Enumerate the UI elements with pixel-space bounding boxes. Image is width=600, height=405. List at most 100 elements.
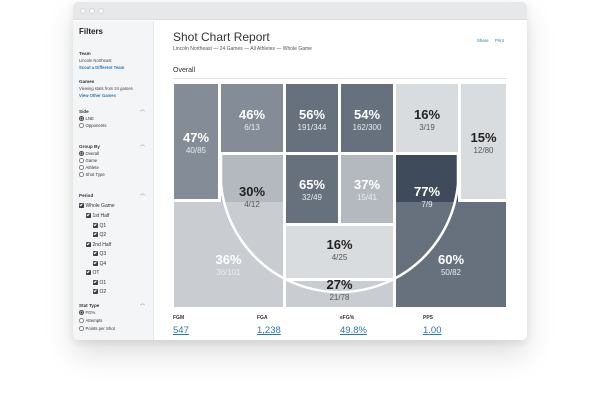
checkbox-checked-icon xyxy=(86,242,91,247)
side-label: Side xyxy=(79,109,89,114)
zone-label-left-corner-three: 36% 36/101 xyxy=(215,252,242,277)
stat-value-link[interactable]: 1,238 xyxy=(257,325,281,336)
stat-label: eFG% xyxy=(340,315,355,321)
zone-restricted-area xyxy=(286,226,393,278)
zone-label-right-elbow-long: 16% 3/19 xyxy=(413,107,441,132)
checkbox-checked-icon xyxy=(79,203,84,208)
period-q1[interactable]: Q1 xyxy=(93,223,106,229)
checkbox-checked-icon xyxy=(93,251,98,256)
stat-value-link[interactable]: 49.8% xyxy=(340,325,367,336)
games-label: Games xyxy=(79,79,95,84)
period-q2[interactable]: Q2 xyxy=(93,232,106,238)
stat-type-label: Stat Type xyxy=(79,303,100,308)
filters-sidebar: Filters Team Lincoln Northeast Scout a D… xyxy=(73,21,154,340)
zone-label-left-mid: 30% 4/12 xyxy=(238,184,266,209)
stat-type-collapse-chevron-icon[interactable]: ︿ xyxy=(139,301,145,307)
radio-icon xyxy=(79,326,84,331)
period-o1[interactable]: O1 xyxy=(93,280,106,286)
zone-label-left-wing-three: 47% 40/85 xyxy=(182,130,210,155)
share-link[interactable]: Share xyxy=(477,38,489,43)
shot-chart: 47% 40/85 46% 6/13 56% 191/344 54% 162/3… xyxy=(174,84,506,307)
zone-label-paint-right: 37% 15/41 xyxy=(353,177,381,202)
radio-selected-icon xyxy=(79,151,84,156)
stat-fgm: FGM 547 xyxy=(173,315,189,336)
group-by-option-game[interactable]: Game xyxy=(79,158,97,164)
report-subtitle: Lincoln Northeast — 24 Games — All Athle… xyxy=(173,46,312,52)
stat-label: FGM xyxy=(173,315,185,321)
zone-top-right-center xyxy=(341,84,393,152)
radio-icon xyxy=(79,123,84,128)
zone-label-restricted-area: 16% 4/25 xyxy=(326,237,353,262)
group-by-label: Group By xyxy=(79,144,100,149)
checkbox-checked-icon xyxy=(93,280,98,285)
zone-paint-left xyxy=(286,155,338,223)
radio-selected-icon xyxy=(79,310,84,315)
window-titlebar xyxy=(73,2,527,20)
period-2nd-half[interactable]: 2nd Half xyxy=(86,242,111,248)
stat-type-option-fg-pct[interactable]: FG% xyxy=(79,310,95,316)
stat-type-option-points-per-shot[interactable]: Points per Shot xyxy=(79,326,115,332)
zone-label-right-wing-three: 15% 12/80 xyxy=(470,130,497,155)
period-1st-half[interactable]: 1st Half xyxy=(86,213,109,219)
zone-paint-right xyxy=(341,155,393,223)
stat-efg: eFG% 49.8% xyxy=(340,315,367,336)
period-q3[interactable]: Q3 xyxy=(93,251,106,257)
zone-right-corner-three xyxy=(396,202,506,307)
period-q4[interactable]: Q4 xyxy=(93,261,106,267)
period-collapse-chevron-icon[interactable]: ︿ xyxy=(139,191,145,197)
group-by-option-overall[interactable]: Overall xyxy=(79,151,99,157)
team-label: Team xyxy=(79,51,91,56)
print-link[interactable]: Print xyxy=(495,38,504,43)
side-option-opponents[interactable]: Opponents xyxy=(79,123,107,129)
three-point-arc xyxy=(219,152,460,294)
period-label: Period xyxy=(79,193,94,198)
window-minimize-dot[interactable] xyxy=(89,8,95,14)
radio-icon xyxy=(79,165,84,170)
period-whole-game[interactable]: Whole Game xyxy=(79,203,115,209)
radio-icon xyxy=(79,172,84,177)
zone-label-bottom-center: 27% 21/78 xyxy=(326,277,353,302)
filters-heading: Filters xyxy=(79,27,104,36)
scout-team-link[interactable]: Scout a Different Team xyxy=(79,65,125,70)
checkbox-checked-icon xyxy=(93,289,98,294)
report-main: Shot Chart Report Lincoln Northeast — 24… xyxy=(155,21,527,340)
side-option-lne[interactable]: LNE xyxy=(79,116,94,122)
zone-label-paint-left: 65% 32/49 xyxy=(298,177,326,202)
group-by-option-shot-type[interactable]: Shot Type xyxy=(79,172,105,178)
stat-fga: FGA 1,238 xyxy=(257,315,281,336)
zone-left-wing-three xyxy=(174,84,218,199)
window-close-dot[interactable] xyxy=(80,8,86,14)
zone-label-right-corner-three: 60% 50/82 xyxy=(437,252,465,277)
stat-value-link[interactable]: 547 xyxy=(173,325,189,336)
zone-left-elbow-long xyxy=(221,84,283,152)
zone-right-elbow-long xyxy=(396,84,458,152)
checkbox-checked-icon xyxy=(93,232,98,237)
shot-chart-court-svg xyxy=(174,84,506,307)
group-by-collapse-chevron-icon[interactable]: ︿ xyxy=(139,142,145,148)
stat-type-option-attempts[interactable]: Attempts xyxy=(79,318,102,324)
period-o2[interactable]: O2 xyxy=(93,289,106,295)
checkbox-checked-icon xyxy=(86,213,91,218)
window-zoom-dot[interactable] xyxy=(98,8,104,14)
radio-selected-icon xyxy=(79,116,84,121)
view-games-link[interactable]: View Other Games xyxy=(79,93,116,98)
radio-icon xyxy=(79,318,84,323)
side-collapse-chevron-icon[interactable]: ︿ xyxy=(139,107,145,113)
zone-right-wing-three xyxy=(461,84,506,199)
zone-label-top-left-center: 56% 191/344 xyxy=(297,107,327,132)
zone-top-left-center xyxy=(286,84,338,152)
section-divider xyxy=(173,78,507,79)
zone-label-left-elbow-long: 46% 6/13 xyxy=(238,107,266,132)
checkbox-checked-icon xyxy=(93,223,98,228)
stat-value-link[interactable]: 1.00 xyxy=(423,325,442,336)
stat-pps: PPS 1.00 xyxy=(423,315,442,336)
checkbox-checked-icon xyxy=(86,270,91,275)
zone-left-corner-three xyxy=(174,202,283,307)
group-by-option-athlete[interactable]: Athlete xyxy=(79,165,99,171)
zone-label-top-right-center: 54% 162/300 xyxy=(352,107,382,132)
period-ot[interactable]: OT xyxy=(86,270,99,276)
games-value: Viewing stats from 24 games xyxy=(79,86,133,91)
stat-label: PPS xyxy=(423,315,434,321)
stat-label: FGA xyxy=(257,315,268,321)
team-value: Lincoln Northeast xyxy=(79,58,112,63)
